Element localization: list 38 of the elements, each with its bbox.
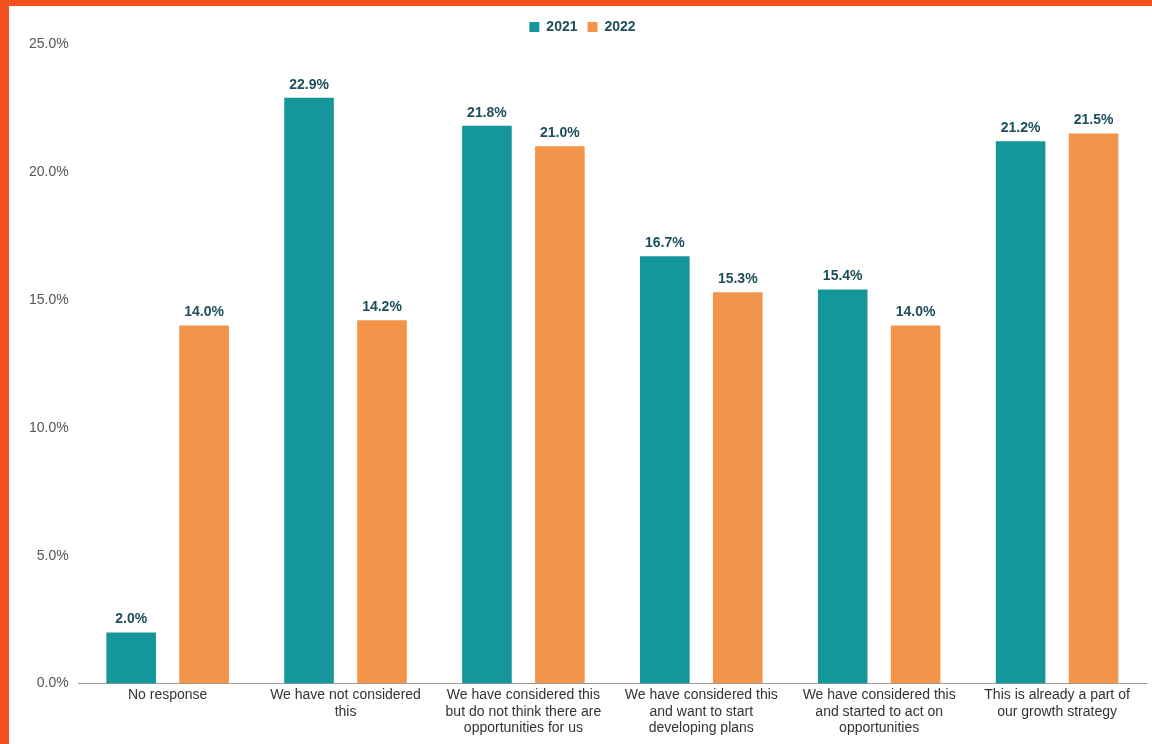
x-tick-label: We have considered this and started to act on opportunities bbox=[802, 685, 956, 736]
x-tick-label: This is already a part of our growth strategy bbox=[984, 685, 1130, 719]
data-label: 22.9% bbox=[289, 75, 330, 92]
legend-label: 2021 bbox=[546, 17, 578, 34]
data-label: 21.0% bbox=[540, 124, 581, 141]
bar bbox=[284, 97, 334, 684]
x-tick-label: We have considered this but do not think there are opportunities for us bbox=[445, 685, 602, 736]
data-label: 21.8% bbox=[467, 103, 508, 120]
data-label: 15.3% bbox=[717, 270, 759, 287]
bar bbox=[535, 146, 585, 684]
x-tick-label: No response bbox=[127, 685, 208, 702]
data-label: 14.0% bbox=[895, 303, 937, 320]
bar bbox=[179, 325, 229, 684]
y-tick-label: 0.0% bbox=[36, 674, 69, 691]
bar bbox=[106, 632, 156, 684]
x-tick-label: We have considered this and want to start developing plans bbox=[624, 685, 778, 736]
y-tick-label: 25.0% bbox=[28, 34, 69, 51]
bar bbox=[357, 320, 407, 684]
bar bbox=[640, 256, 690, 684]
y-tick-label: 10.0% bbox=[28, 418, 69, 435]
data-label: 14.2% bbox=[362, 298, 403, 315]
y-tick-label: 5.0% bbox=[36, 546, 69, 563]
data-label: 2.0% bbox=[115, 610, 148, 627]
bar bbox=[1068, 133, 1119, 684]
data-label: 21.2% bbox=[1000, 119, 1041, 136]
bar bbox=[995, 141, 1046, 684]
y-tick-label: 20.0% bbox=[28, 162, 69, 179]
x-tick-label: We have not considered this bbox=[270, 685, 421, 719]
bar bbox=[817, 289, 868, 684]
bar bbox=[712, 292, 763, 684]
data-label: 15.4% bbox=[822, 267, 864, 284]
data-label: 16.7% bbox=[644, 234, 686, 251]
data-label: 14.0% bbox=[184, 303, 225, 320]
bar bbox=[462, 125, 512, 684]
y-tick-label: 15.0% bbox=[28, 290, 69, 307]
data-label: 21.5% bbox=[1073, 111, 1114, 128]
legend-label: 2022 bbox=[604, 17, 636, 34]
bar bbox=[890, 325, 941, 684]
